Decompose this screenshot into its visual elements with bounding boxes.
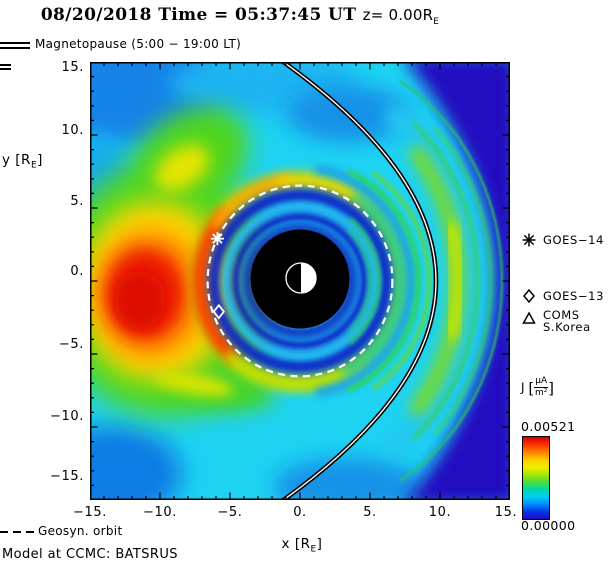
asterisk-marker — [210, 232, 224, 246]
colorbar-max-label: 0.00521 — [521, 419, 576, 434]
colorbar-title: J [μA m²] — [521, 376, 554, 399]
y-tick-label: −10. — [50, 409, 84, 424]
y-tick-label: 5. — [70, 194, 84, 209]
plot-title: 08/20/2018 Time = 05:37:45 UT z= 0.00RE — [38, 5, 442, 27]
colorbar-gradient — [522, 436, 550, 520]
goes13-legend-label: GOES−13 — [543, 289, 604, 303]
geosync-orbit-legend-label: Geosyn. orbit — [38, 524, 123, 538]
y-tick-label: 0. — [70, 264, 84, 279]
colorbar-min-label: 0.00000 — [521, 518, 576, 533]
axis-ticks — [90, 62, 510, 500]
geosync-dash-icon — [26, 531, 34, 533]
model-credit-label: Model at CCMC: BATSRUS — [2, 547, 178, 562]
goes13-diamond-icon — [521, 288, 537, 304]
y-tick-label: 15. — [61, 60, 84, 75]
x-tick-label: −10. — [143, 505, 177, 520]
diamond-marker — [212, 303, 226, 320]
x-tick-label: −15. — [73, 505, 107, 520]
magnetosphere-heatmap-plot — [90, 62, 510, 500]
coms-legend-label: COMS S.Korea — [543, 308, 591, 334]
plot-title-zcut: z= 0.00RE — [362, 6, 440, 27]
y-axis-title: y [RE] — [2, 152, 43, 171]
coms-triangle-icon — [521, 310, 537, 326]
y-tick-label: 10. — [61, 123, 84, 138]
magnetopause-line-icon — [0, 42, 30, 49]
magnetopause-curve — [279, 62, 439, 500]
magnetopause-line-stub-icon — [0, 64, 11, 70]
y-tick-label: −15. — [50, 469, 84, 484]
earth-symbol — [285, 262, 317, 294]
x-tick-label: 10. — [428, 505, 452, 520]
goes14-asterisk-icon — [521, 232, 537, 248]
magnetopause-legend-label: Magnetopause (5:00 − 19:00 LT) — [35, 37, 242, 51]
x-axis-title: x [RE] — [281, 536, 323, 555]
plot-title-datetime: 08/20/2018 Time = 05:37:45 UT — [40, 5, 357, 25]
goes14-legend-label: GOES−14 — [543, 233, 604, 247]
geosync-orbit-circle — [206, 184, 394, 378]
x-tick-label: 0. — [293, 505, 307, 520]
x-tick-label: 15. — [494, 505, 518, 520]
y-tick-label: −5. — [58, 337, 84, 352]
geosync-dash-icon — [13, 531, 21, 533]
geosync-dash-icon — [0, 531, 8, 533]
plot-frame — [90, 62, 510, 500]
x-tick-label: 5. — [363, 505, 377, 520]
x-tick-label: −5. — [217, 505, 243, 520]
